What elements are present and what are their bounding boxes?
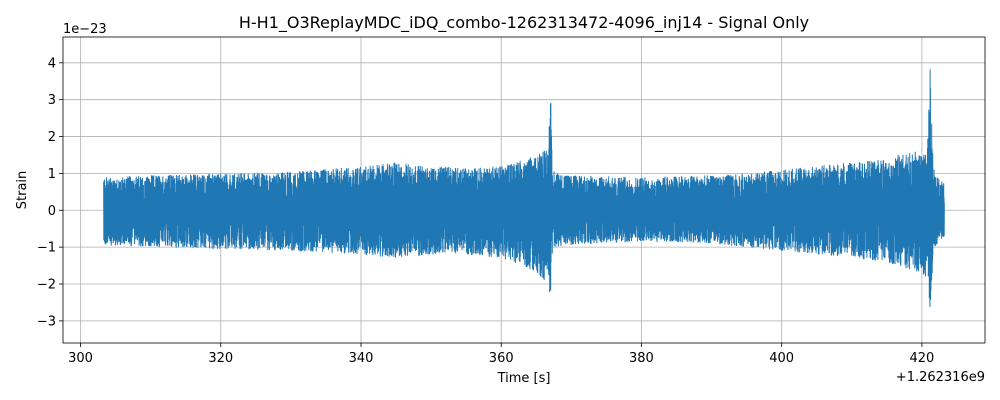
y-scale-label: 1e−23 — [63, 22, 107, 37]
x-axis-label: Time [s] — [497, 371, 551, 386]
x-tick-label: 400 — [769, 351, 794, 366]
y-tick-label: 1 — [48, 167, 56, 182]
x-tick-label: 320 — [208, 351, 233, 366]
plot-frame — [62, 36, 986, 344]
y-tick-label: 0 — [48, 204, 56, 219]
x-tick-label: 360 — [489, 351, 514, 366]
y-tick-label: −1 — [37, 241, 56, 256]
x-tick-label: 300 — [68, 351, 93, 366]
x-offset-label: +1.262316e9 — [896, 370, 985, 385]
x-axis-ticks: 300 320 340 360 380 400 420 — [68, 343, 934, 366]
y-tick-label: 3 — [48, 93, 56, 108]
y-tick-label: −2 — [37, 278, 56, 293]
y-tick-label: 4 — [48, 56, 56, 71]
x-tick-label: 380 — [629, 351, 654, 366]
x-tick-label: 420 — [909, 351, 934, 366]
signal-series — [103, 69, 945, 308]
y-axis-label: Strain — [15, 171, 30, 210]
x-tick-label: 340 — [349, 351, 374, 366]
y-axis-ticks: −3 −2 −1 0 1 2 3 4 — [37, 56, 63, 329]
y-tick-label: 2 — [48, 130, 56, 145]
chart-title: H-H1_O3ReplayMDC_iDQ_combo-1262313472-40… — [239, 13, 809, 33]
signal-trace-line — [103, 69, 945, 308]
y-tick-label: −3 — [37, 314, 56, 329]
